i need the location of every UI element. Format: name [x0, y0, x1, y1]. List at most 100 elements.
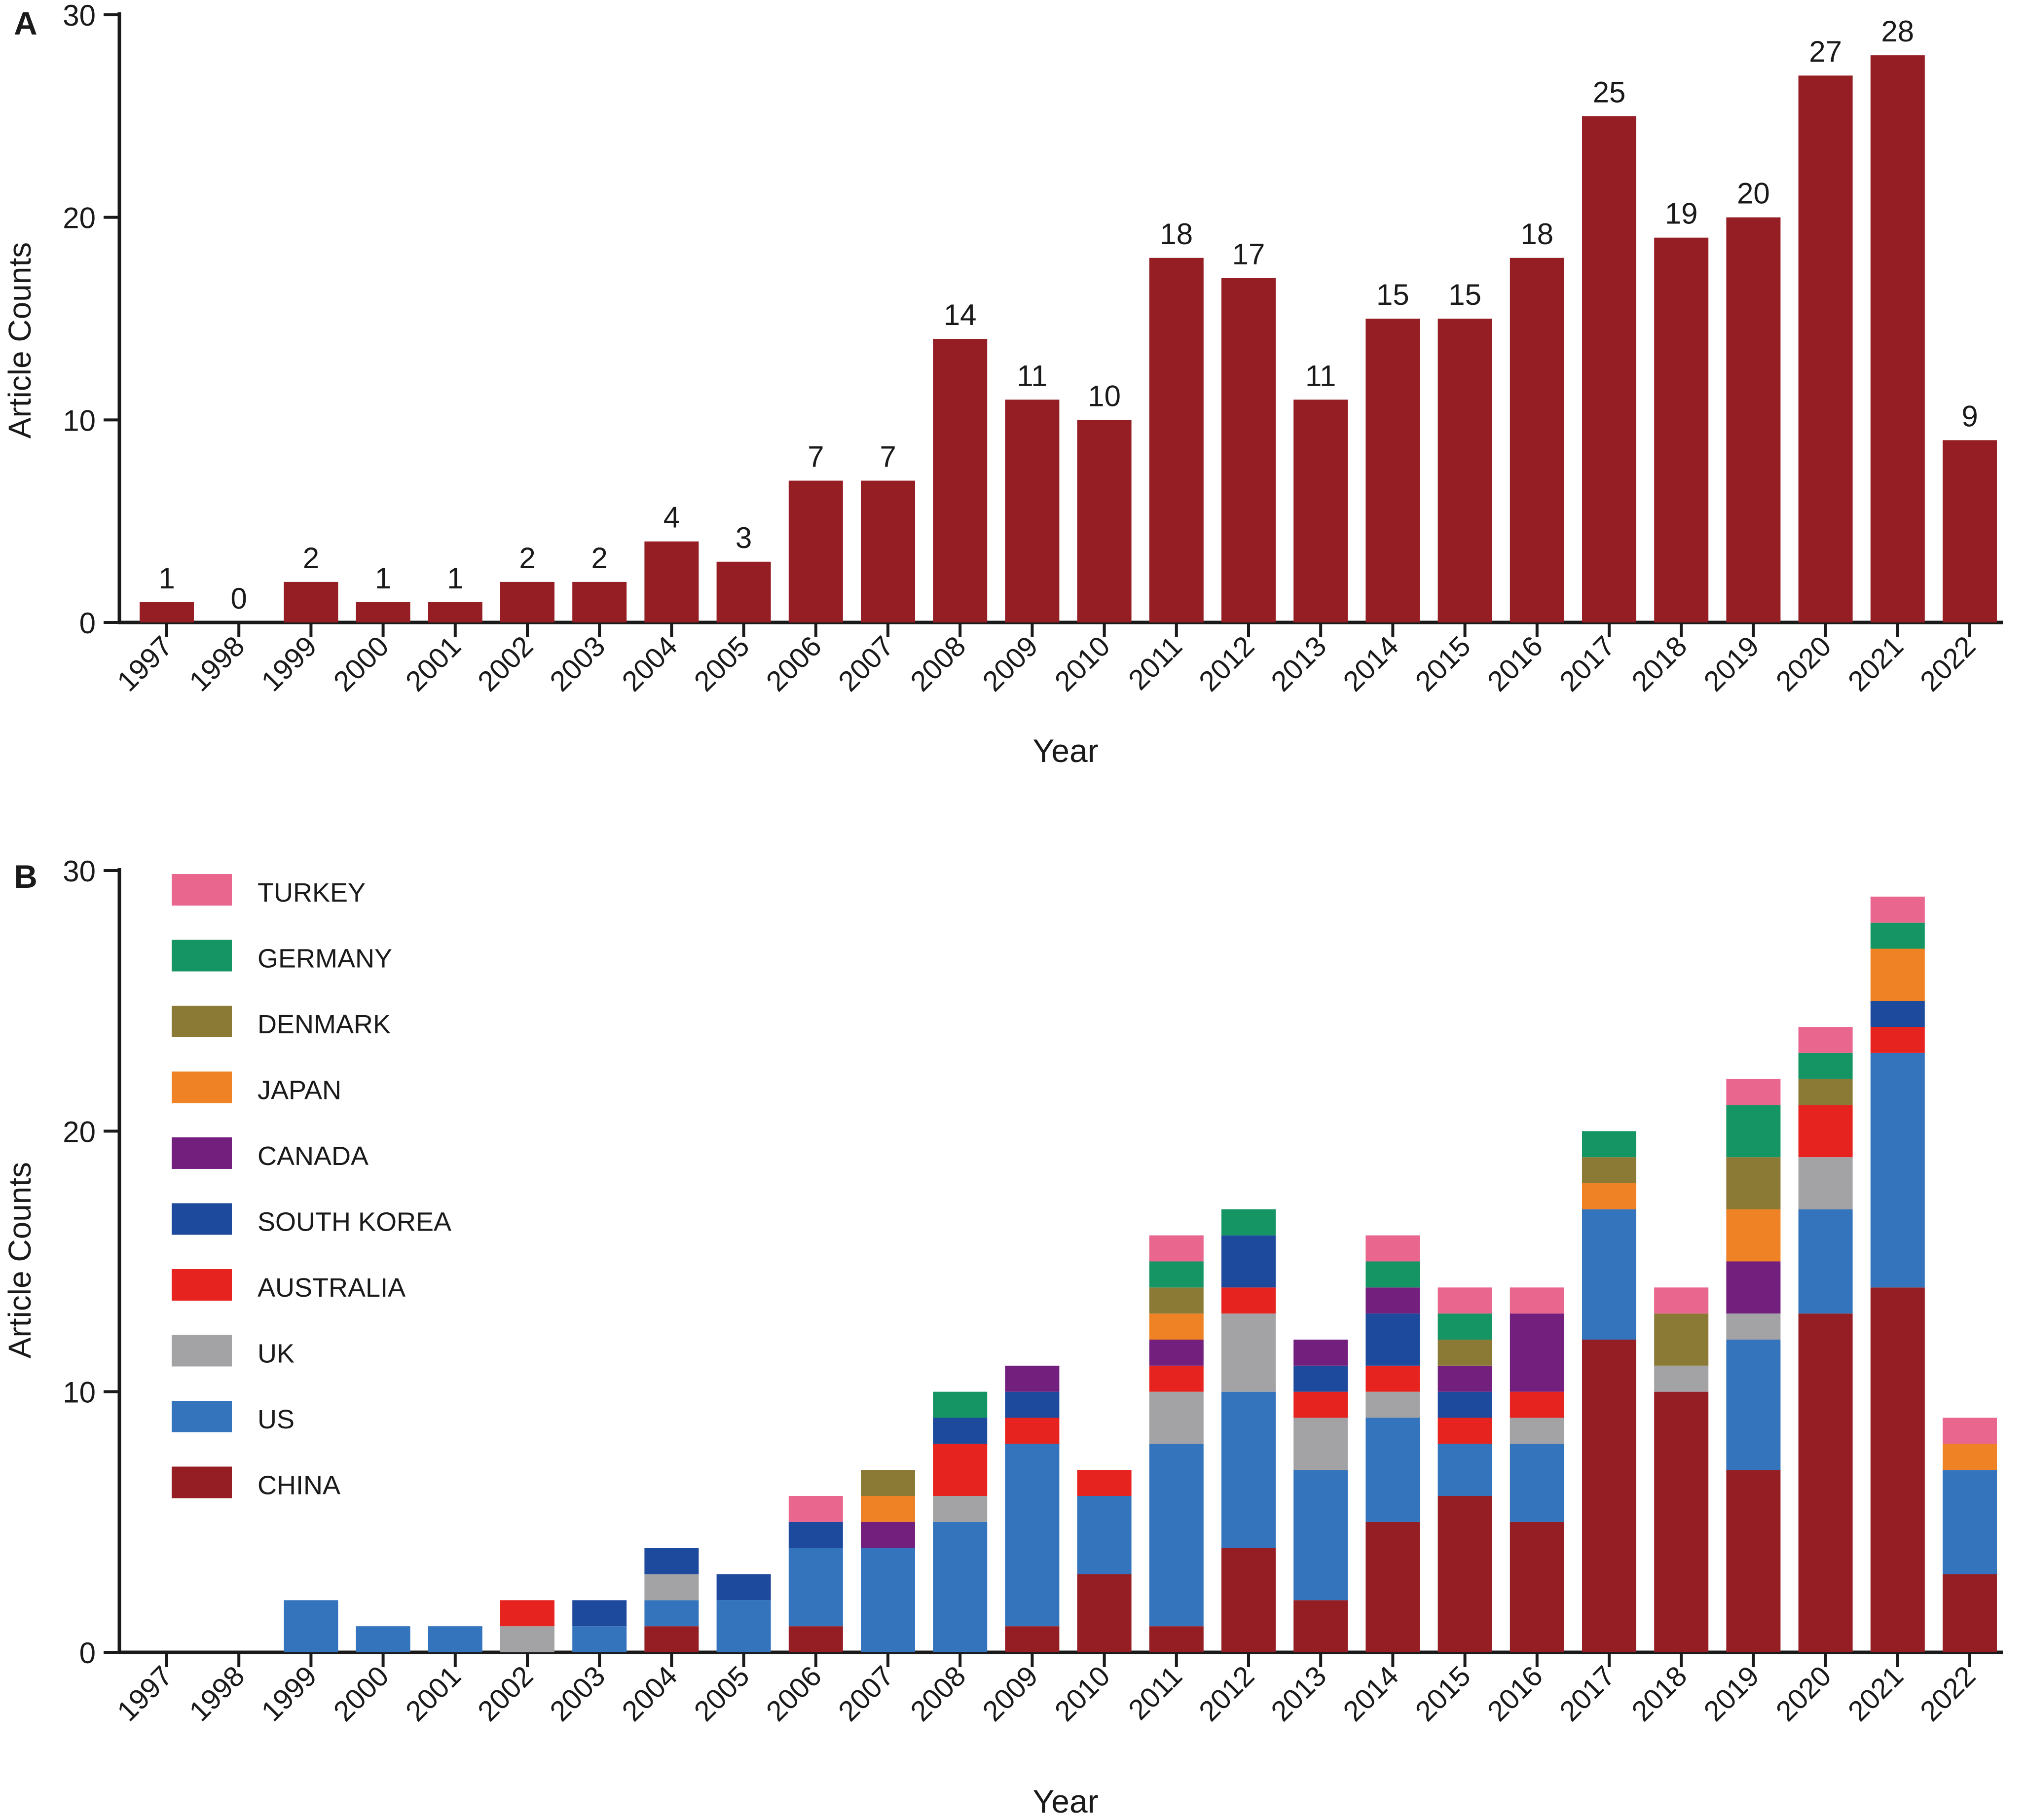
panel-b-bar-segment-uk — [1221, 1313, 1276, 1392]
panel-b-bar-segment-germany — [1221, 1209, 1276, 1236]
legend-swatch-japan — [172, 1071, 232, 1103]
panel-b-bar-segment-us — [1943, 1470, 1997, 1574]
panel-b-x-tick-label: 2018 — [1625, 1660, 1693, 1727]
panel-b-y-axis-label: Article Counts — [2, 1162, 37, 1358]
panel-b-bar-segment-uk — [1293, 1418, 1348, 1470]
panel-b-x-tick-label: 1999 — [255, 1660, 323, 1727]
panel-a-bar — [1149, 257, 1204, 622]
panel-a-data-label: 2 — [591, 542, 608, 575]
panel-b-bar-segment-uk — [1365, 1391, 1420, 1418]
legend-label-china: CHINA — [258, 1471, 340, 1500]
panel-a-x-tick-label: 2018 — [1625, 630, 1693, 697]
legend-label-turkey: TURKEY — [258, 878, 366, 908]
panel-b-bar-segment-us — [572, 1626, 627, 1652]
panel-b-x-axis-label: Year — [1032, 1783, 1098, 1820]
panel-b-bar-segment-australia — [1149, 1365, 1204, 1392]
panel-b-x-tick-label: 2022 — [1914, 1660, 1982, 1727]
panel-a-x-tick-label: 2011 — [1122, 630, 1188, 696]
panel-a-data-label: 15 — [1376, 278, 1409, 311]
panel-a-bar — [861, 480, 915, 622]
panel-a-y-tick-label: 0 — [79, 607, 96, 640]
panel-b-bar-segment-canada — [1293, 1340, 1348, 1366]
panel-b-y-tick-label: 0 — [79, 1637, 96, 1670]
panel-b-label: B — [14, 858, 37, 895]
legend-swatch-germany — [172, 940, 232, 972]
panel-a-data-label: 18 — [1160, 218, 1193, 251]
panel-b-bar-segment-china — [788, 1626, 843, 1652]
panel-b-x-tick-label: 1998 — [183, 1660, 251, 1727]
panel-b-bar-segment-china — [1870, 1287, 1925, 1652]
panel-b-bar-segment-south-korea — [1365, 1313, 1420, 1366]
legend-label-germany: GERMANY — [258, 944, 392, 974]
panel-a-data-label: 20 — [1737, 177, 1770, 210]
panel-a-y-axis-label: Article Counts — [2, 242, 37, 438]
panel-b-bar-segment-japan — [1582, 1183, 1636, 1209]
panel-a-bar — [356, 602, 410, 622]
panel-a-data-label: 7 — [808, 440, 824, 473]
panel-b-x-tick-label: 2014 — [1337, 1660, 1404, 1727]
panel-b-bar-segment-south-korea — [1293, 1365, 1348, 1392]
panel-a-x-tick-label: 2013 — [1265, 630, 1332, 697]
panel-a-x-tick-label: 2008 — [904, 630, 972, 697]
panel-a-bar — [1654, 237, 1709, 622]
panel-a-bar — [572, 582, 627, 622]
panel-b-bar-segment-germany — [1582, 1131, 1636, 1158]
panel-a-x-tick-label: 2006 — [760, 630, 828, 697]
panel-a-bar — [140, 602, 194, 622]
panel-b-bar-segment-us — [861, 1548, 915, 1652]
panel-b-bar-segment-germany — [1365, 1261, 1420, 1288]
panel-b-x-tick-label: 2016 — [1481, 1660, 1549, 1727]
panel-b-bar-segment-us — [933, 1522, 988, 1652]
panel-b-bar-segment-turkey — [1943, 1418, 1997, 1444]
panel-a-x-tick-label: 2002 — [472, 630, 539, 697]
legend-label-us: US — [258, 1405, 295, 1434]
panel-b-x-tick-label: 2008 — [904, 1660, 972, 1727]
panel-b-bar-segment-australia — [1510, 1391, 1564, 1418]
panel-b-bar-segment-australia — [1077, 1470, 1132, 1496]
panel-b-legend: TURKEY GERMANY DENMARK JAPAN CANADA SOUTH KOR… — [172, 874, 451, 1500]
panel-a-bar — [428, 602, 482, 622]
panel-b-bar-segment-china — [1221, 1548, 1276, 1652]
legend-swatch-us — [172, 1401, 232, 1432]
panel-b-bar-segment-us — [1365, 1418, 1420, 1522]
panel-a-x-tick-label: 2015 — [1409, 630, 1477, 697]
panel-b-bar-segment-us — [1726, 1340, 1781, 1470]
panel-a-bar — [1077, 420, 1132, 622]
panel-b-bar-segment-australia — [1870, 1027, 1925, 1053]
panel-b-bar-segment-uk — [1726, 1313, 1781, 1340]
panel-b-bar-segment-japan — [1149, 1313, 1204, 1340]
panel-b-x-tick-label: 2015 — [1409, 1660, 1477, 1727]
panel-b-bar-segment-south-korea — [644, 1548, 699, 1574]
panel-b-bar-segment-china — [1077, 1574, 1132, 1652]
panel-a-bar — [933, 339, 988, 622]
legend-swatch-uk — [172, 1335, 232, 1367]
panel-a-x-tick-label: 2017 — [1553, 630, 1621, 697]
panel-b-bar-segment-germany — [933, 1391, 988, 1418]
panel-b-bar-segment-japan — [1726, 1209, 1781, 1262]
panel-a-label: A — [14, 5, 37, 41]
panel-a-y-tick-label: 10 — [63, 404, 96, 437]
panel-b-bar-segment-us — [1437, 1444, 1492, 1496]
panel-b-bar-segment-canada — [1726, 1261, 1781, 1314]
panel-b-bar-segment-australia — [933, 1444, 988, 1496]
panel-b-bar-segment-turkey — [1437, 1287, 1492, 1314]
panel-b-bar-segment-us — [1798, 1209, 1853, 1314]
panel-b-bar-segment-canada — [1005, 1365, 1060, 1392]
panel-b-bar-segment-australia — [1293, 1391, 1348, 1418]
panel-b-bar-segment-china — [1943, 1574, 1997, 1652]
panel-a-data-label: 17 — [1232, 238, 1265, 271]
panel-b-bar-segment-australia — [500, 1600, 554, 1627]
panel-b-bar-segment-uk — [933, 1496, 988, 1522]
panel-b-bar-segment-canada — [1510, 1313, 1564, 1392]
panel-b-bar-segment-australia — [1365, 1365, 1420, 1392]
panel-b-x-tick-label: 2013 — [1265, 1660, 1332, 1727]
panel-b-bar-segment-denmark — [1437, 1340, 1492, 1366]
panel-b-bar-segment-us — [1077, 1496, 1132, 1574]
panel-b-bar-segment-south-korea — [716, 1574, 771, 1601]
panel-b-bar-segment-germany — [1149, 1261, 1204, 1288]
panel-b-x-tick-label: 2011 — [1122, 1660, 1188, 1726]
panel-b-y-tick-label: 30 — [63, 855, 96, 888]
